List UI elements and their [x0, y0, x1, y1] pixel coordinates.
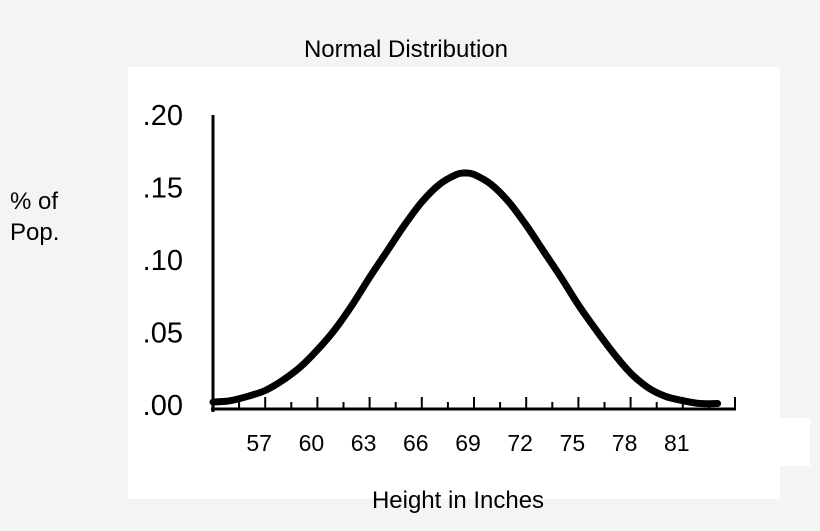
y-tick-label: .00: [143, 390, 183, 422]
y-tick-label: .10: [143, 245, 183, 277]
plot-background: [128, 67, 780, 499]
x-tick-label: 75: [560, 430, 586, 456]
x-tick-label: 66: [403, 430, 429, 456]
plot-background-extension: [740, 418, 810, 466]
y-tick-label: .20: [143, 100, 183, 132]
x-tick-label: 57: [246, 430, 272, 456]
x-tick-label: 81: [664, 430, 690, 456]
x-tick-label: 60: [299, 430, 325, 456]
y-ticks-group: .00 .05 .10 .15 .20: [143, 100, 183, 422]
x-axis-label: Height in Inches: [371, 487, 545, 514]
y-axis-label: % of Pop.: [10, 188, 60, 246]
x-tick-label: 63: [351, 430, 377, 456]
x-ticks-group: 57 60 63 66 69 72 75 78 81: [212, 397, 736, 456]
x-tick-label: 78: [612, 430, 638, 456]
chart-title: Normal Distribution: [303, 36, 509, 63]
distribution-curve: [209, 169, 722, 408]
x-tick-label: 69: [455, 430, 481, 456]
y-tick-label: .05: [143, 318, 183, 350]
y-tick-label: .15: [143, 173, 183, 205]
x-tick-label: 72: [507, 430, 533, 456]
